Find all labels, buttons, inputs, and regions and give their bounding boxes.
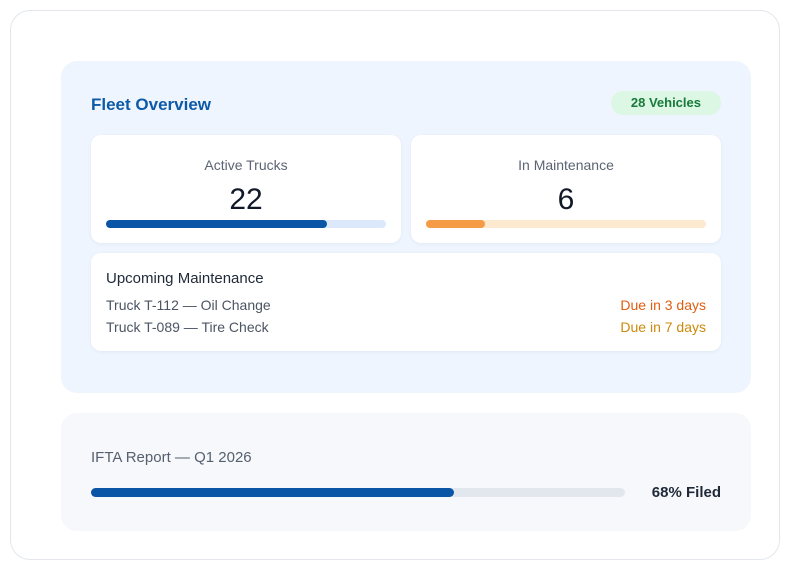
ifta-report-panel: IFTA Report — Q1 2026 68% Filed [61,413,751,531]
active-trucks-card[interactable]: Active Trucks 22 [91,135,401,243]
maintenance-item-task: Truck T-089 — Tire Check [106,319,269,335]
active-trucks-progress-track [106,220,386,228]
maintenance-item-task: Truck T-112 — Oil Change [106,297,271,313]
dashboard-container: Fleet Overview 28 Vehicles Active Trucks… [10,10,780,560]
fleet-overview-panel: Fleet Overview 28 Vehicles Active Trucks… [61,61,751,393]
ifta-progress-fill [91,488,455,497]
maintenance-item-due: Due in 3 days [620,297,706,313]
ifta-report-title: IFTA Report — Q1 2026 [91,449,252,466]
maintenance-item-due: Due in 7 days [620,319,706,335]
in-maintenance-progress-fill [426,220,485,228]
ifta-progress-track [91,488,625,497]
in-maintenance-value: 6 [557,183,575,216]
vehicle-count-badge: 28 Vehicles [610,91,721,115]
fleet-overview-title: Fleet Overview [91,95,212,114]
maintenance-item[interactable]: Truck T-112 — Oil Change Due in 3 days [106,297,706,317]
maintenance-item[interactable]: Truck T-089 — Tire Check Due in 7 days [106,319,706,339]
ifta-progress-label: 68% Filed [651,484,721,501]
in-maintenance-progress-track [426,220,706,228]
in-maintenance-label: In Maintenance [518,157,614,173]
active-trucks-progress-fill [106,220,328,228]
in-maintenance-card[interactable]: In Maintenance 6 [411,135,721,243]
active-trucks-value: 22 [229,183,263,216]
upcoming-maintenance-title: Upcoming Maintenance [106,270,264,287]
upcoming-maintenance-card: Upcoming Maintenance Truck T-112 — Oil C… [91,253,721,351]
active-trucks-label: Active Trucks [204,157,288,173]
